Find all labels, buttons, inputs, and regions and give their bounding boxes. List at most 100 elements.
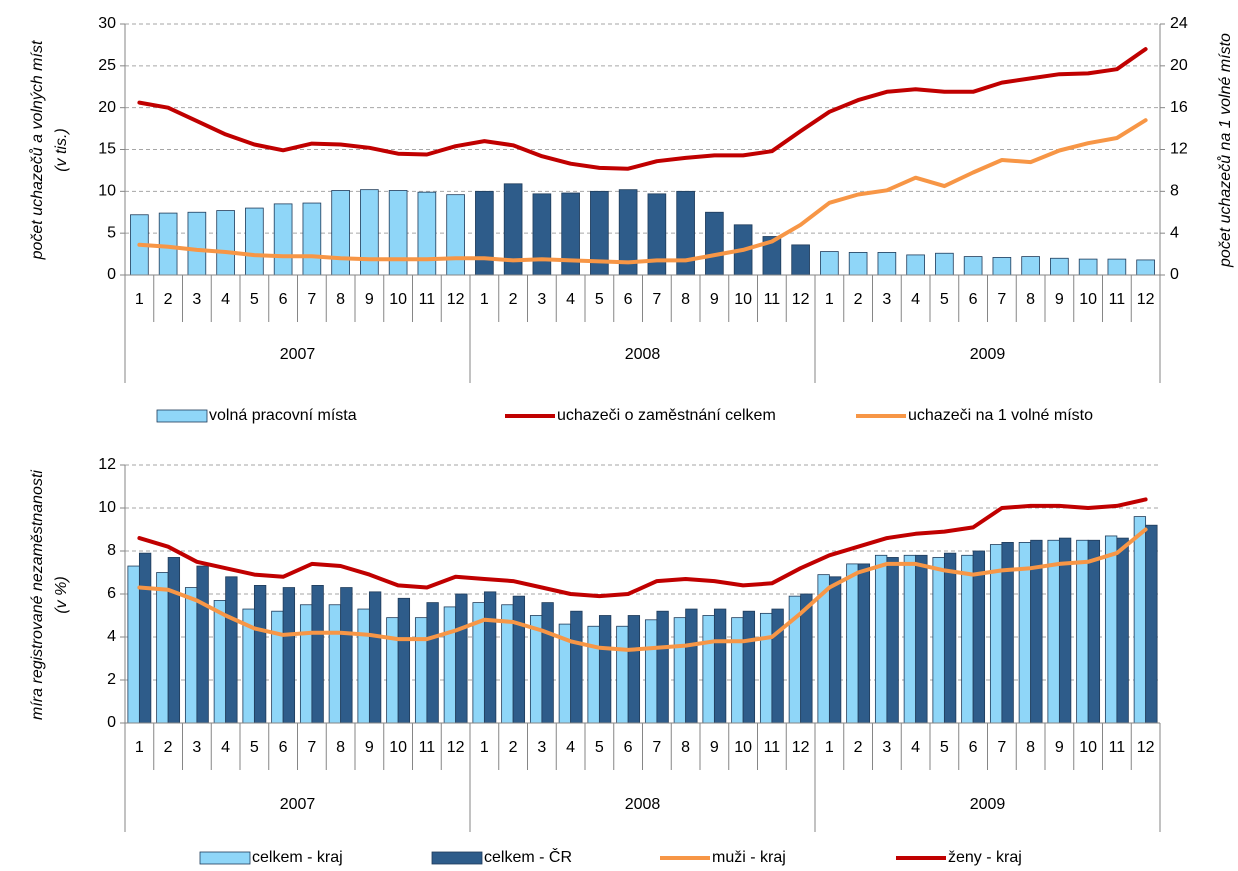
x-tick-label: 5	[940, 739, 949, 756]
legend-swatch	[156, 409, 208, 423]
bar	[731, 617, 744, 724]
x-tick-label: 7	[307, 739, 316, 756]
bar	[167, 557, 181, 724]
x-tick-label: 7	[997, 739, 1006, 756]
y2-axis-label: počet uchazečů na 1 volné místo	[1216, 33, 1234, 268]
group-label: 2007	[280, 346, 316, 363]
bar	[1058, 537, 1072, 724]
y2-tick-label: 0	[1170, 266, 1179, 283]
bar	[903, 554, 917, 724]
bar	[656, 610, 669, 724]
x-tick-label: 11	[1109, 739, 1126, 756]
bar	[443, 606, 457, 724]
y-axis-label: (v tis.)	[53, 128, 70, 172]
bar	[299, 604, 313, 724]
legend-label: ženy - kraj	[948, 849, 1022, 866]
x-tick-label: 9	[365, 291, 374, 308]
x-tick-label: 11	[764, 739, 781, 756]
x-tick-label: 12	[792, 291, 810, 308]
line	[137, 47, 1148, 171]
group-label: 2008	[625, 346, 661, 363]
x-tick-label: 5	[595, 291, 604, 308]
bar	[156, 572, 169, 724]
bar	[1116, 537, 1129, 724]
bar	[213, 600, 227, 724]
bar	[702, 615, 715, 724]
x-tick-label: 4	[566, 739, 575, 756]
bar	[386, 617, 399, 724]
bar	[271, 610, 284, 724]
bar	[302, 202, 322, 276]
x-tick-label: 10	[1079, 739, 1097, 756]
x-tick-label: 5	[940, 291, 949, 308]
x-tick-label: 6	[279, 739, 288, 756]
bar	[1047, 539, 1060, 724]
y2-tick-label: 8	[1170, 183, 1179, 200]
y-tick-label: 5	[107, 224, 116, 241]
bar	[932, 557, 945, 724]
bar	[388, 190, 408, 276]
legend-swatch	[199, 851, 251, 865]
bar	[225, 576, 238, 724]
x-tick-label: 3	[192, 739, 201, 756]
y-tick-label: 25	[98, 57, 116, 74]
y-tick-label: 20	[98, 99, 116, 116]
x-tick-label: 2	[164, 739, 173, 756]
legend-swatch	[431, 851, 483, 865]
line	[137, 497, 1148, 599]
x-tick-label: 11	[419, 739, 436, 756]
x-tick-label: 7	[307, 291, 316, 308]
line	[137, 118, 1148, 265]
bar	[874, 554, 888, 724]
y-tick-label: 6	[107, 585, 116, 602]
x-tick-label: 2	[854, 291, 863, 308]
x-tick-label: 5	[250, 739, 259, 756]
bar	[446, 194, 465, 276]
x-tick-label: 4	[221, 739, 230, 756]
x-tick-label: 3	[882, 291, 891, 308]
x-tick-label: 8	[681, 291, 690, 308]
y-tick-label: 10	[98, 183, 116, 200]
x-tick-label: 12	[1137, 291, 1155, 308]
bar	[368, 591, 382, 724]
x-tick-label: 3	[882, 739, 891, 756]
x-tick-label: 11	[419, 291, 436, 308]
bar	[992, 257, 1012, 276]
y2-tick-label: 16	[1170, 99, 1188, 116]
bar	[877, 252, 897, 276]
bar	[282, 587, 296, 724]
y-axis-label: počet uchazečů a volných míst	[28, 40, 46, 260]
bar	[616, 625, 629, 724]
bar	[846, 563, 859, 724]
bar	[397, 597, 411, 724]
bar	[673, 617, 687, 724]
bar	[771, 608, 784, 724]
bar	[961, 554, 974, 724]
bar	[1050, 257, 1069, 276]
x-tick-label: 3	[537, 739, 546, 756]
y2-tick-label: 12	[1170, 141, 1188, 158]
y-tick-label: 0	[107, 714, 116, 731]
group-label: 2009	[970, 796, 1006, 813]
x-tick-label: 8	[336, 739, 345, 756]
bar	[1078, 258, 1098, 276]
bar	[475, 190, 494, 276]
bar	[340, 587, 353, 724]
bar	[138, 552, 152, 724]
bar	[915, 554, 928, 724]
bar	[561, 192, 580, 276]
x-tick-label: 7	[652, 291, 661, 308]
bar	[331, 190, 350, 276]
bar	[1133, 516, 1147, 724]
y-axis-label: míra registrované nezaměstnanosti	[29, 470, 46, 720]
bar	[1076, 539, 1089, 724]
x-tick-label: 2	[509, 739, 518, 756]
bar	[972, 550, 986, 724]
x-tick-label: 10	[1079, 291, 1097, 308]
x-tick-label: 8	[681, 739, 690, 756]
bar	[587, 625, 600, 724]
x-tick-label: 8	[1026, 739, 1035, 756]
x-tick-label: 1	[825, 291, 834, 308]
x-tick-label: 6	[279, 291, 288, 308]
bar	[644, 619, 658, 724]
